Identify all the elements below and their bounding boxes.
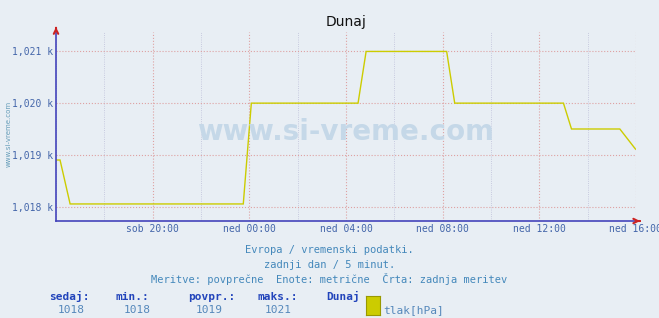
Text: Dunaj: Dunaj bbox=[326, 291, 360, 301]
Text: min.:: min.: bbox=[115, 292, 149, 301]
Text: www.si-vreme.com: www.si-vreme.com bbox=[198, 118, 494, 146]
Text: maks.:: maks.: bbox=[257, 292, 297, 301]
Text: Meritve: povprečne  Enote: metrične  Črta: zadnja meritev: Meritve: povprečne Enote: metrične Črta:… bbox=[152, 273, 507, 285]
Text: zadnji dan / 5 minut.: zadnji dan / 5 minut. bbox=[264, 260, 395, 270]
Text: Evropa / vremenski podatki.: Evropa / vremenski podatki. bbox=[245, 245, 414, 255]
Text: povpr.:: povpr.: bbox=[188, 292, 235, 301]
Text: www.si-vreme.com: www.si-vreme.com bbox=[5, 100, 12, 167]
Text: 1019: 1019 bbox=[196, 305, 223, 315]
Title: Dunaj: Dunaj bbox=[326, 15, 366, 29]
Text: 1021: 1021 bbox=[265, 305, 292, 315]
Text: 1018: 1018 bbox=[57, 305, 84, 315]
Text: 1018: 1018 bbox=[123, 305, 150, 315]
Text: tlak[hPa]: tlak[hPa] bbox=[384, 305, 444, 315]
Text: sedaj:: sedaj: bbox=[49, 291, 90, 301]
